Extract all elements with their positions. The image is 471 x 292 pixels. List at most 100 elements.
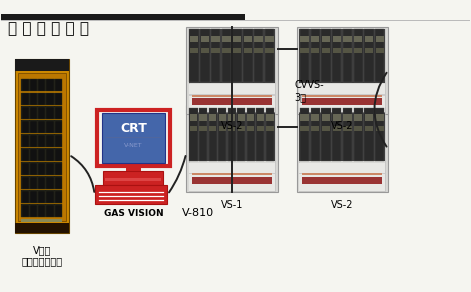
Text: 系 统 组 成 实 例: 系 统 组 成 实 例 bbox=[8, 21, 89, 36]
Bar bbox=[321, 29, 331, 82]
Bar bbox=[365, 48, 373, 53]
Bar bbox=[321, 108, 331, 161]
Bar bbox=[300, 84, 385, 112]
Bar bbox=[21, 148, 62, 161]
Bar bbox=[354, 126, 362, 131]
Bar bbox=[300, 108, 309, 161]
Bar bbox=[300, 163, 385, 191]
Bar bbox=[186, 105, 278, 192]
Bar bbox=[247, 108, 255, 161]
Bar bbox=[354, 36, 362, 42]
Bar bbox=[311, 48, 319, 53]
Bar bbox=[21, 93, 62, 105]
Bar bbox=[21, 79, 62, 91]
Bar bbox=[302, 98, 382, 105]
Bar bbox=[38, 79, 45, 91]
Bar bbox=[343, 36, 352, 42]
Bar bbox=[354, 114, 362, 121]
Bar bbox=[192, 98, 272, 105]
Bar bbox=[201, 36, 209, 42]
Bar bbox=[189, 29, 199, 82]
Bar bbox=[297, 27, 388, 114]
Bar bbox=[300, 114, 309, 121]
Bar bbox=[266, 108, 274, 161]
Bar bbox=[21, 162, 62, 175]
Bar bbox=[333, 126, 341, 131]
Bar bbox=[21, 190, 62, 203]
Bar bbox=[38, 121, 45, 133]
Bar bbox=[300, 94, 385, 95]
Bar bbox=[222, 48, 231, 53]
Bar bbox=[38, 149, 45, 161]
Bar bbox=[97, 110, 170, 166]
Bar bbox=[300, 107, 385, 161]
Bar bbox=[38, 177, 45, 189]
Bar bbox=[354, 29, 363, 82]
Bar bbox=[333, 48, 341, 53]
Bar bbox=[222, 29, 231, 82]
Bar bbox=[46, 163, 54, 175]
Bar bbox=[30, 177, 37, 189]
Bar bbox=[238, 126, 245, 131]
Text: V-NET: V-NET bbox=[124, 143, 143, 148]
Bar bbox=[126, 163, 141, 171]
Bar bbox=[209, 126, 216, 131]
Bar bbox=[189, 84, 275, 112]
Bar bbox=[300, 29, 385, 83]
Bar bbox=[256, 108, 264, 161]
Bar bbox=[38, 93, 45, 105]
Bar bbox=[200, 114, 207, 121]
Bar bbox=[21, 176, 62, 189]
Bar bbox=[190, 36, 198, 42]
Bar bbox=[22, 79, 29, 91]
Bar bbox=[189, 107, 275, 191]
Text: CRT: CRT bbox=[120, 122, 147, 135]
Bar bbox=[22, 93, 29, 105]
Bar bbox=[38, 191, 45, 203]
Bar bbox=[192, 95, 272, 97]
Bar bbox=[22, 121, 29, 133]
Bar bbox=[254, 36, 263, 42]
Bar bbox=[189, 29, 275, 83]
Bar bbox=[15, 59, 69, 71]
Bar bbox=[30, 149, 37, 161]
Bar bbox=[30, 79, 37, 91]
Bar bbox=[46, 93, 54, 105]
Bar bbox=[244, 48, 252, 53]
Bar bbox=[55, 135, 62, 147]
Bar bbox=[102, 113, 165, 164]
Bar bbox=[332, 108, 341, 161]
Bar bbox=[209, 114, 216, 121]
Text: 气体检测报警器: 气体检测报警器 bbox=[21, 256, 62, 266]
Text: VS-2: VS-2 bbox=[331, 200, 354, 210]
Bar bbox=[302, 177, 382, 184]
Bar bbox=[55, 107, 62, 119]
Bar bbox=[189, 173, 275, 174]
Bar bbox=[354, 108, 363, 161]
Bar bbox=[365, 36, 373, 42]
Bar bbox=[22, 163, 29, 175]
Bar bbox=[375, 36, 384, 42]
Bar bbox=[95, 185, 167, 204]
Bar bbox=[38, 107, 45, 119]
Bar bbox=[238, 114, 245, 121]
Bar bbox=[30, 135, 37, 147]
Bar bbox=[55, 163, 62, 175]
Bar bbox=[103, 171, 163, 185]
Bar bbox=[21, 219, 62, 222]
Bar bbox=[46, 205, 54, 217]
Bar bbox=[375, 114, 384, 121]
Bar bbox=[333, 36, 341, 42]
Bar bbox=[254, 29, 263, 82]
Bar bbox=[266, 126, 274, 131]
Bar bbox=[311, 36, 319, 42]
Bar bbox=[55, 177, 62, 189]
Bar bbox=[22, 107, 29, 119]
Bar bbox=[257, 126, 264, 131]
Bar bbox=[192, 177, 272, 184]
Text: CVVS-
3芯: CVVS- 3芯 bbox=[294, 80, 324, 102]
Bar bbox=[21, 204, 62, 217]
Bar bbox=[18, 73, 65, 221]
Bar bbox=[55, 205, 62, 217]
Bar bbox=[22, 205, 29, 217]
